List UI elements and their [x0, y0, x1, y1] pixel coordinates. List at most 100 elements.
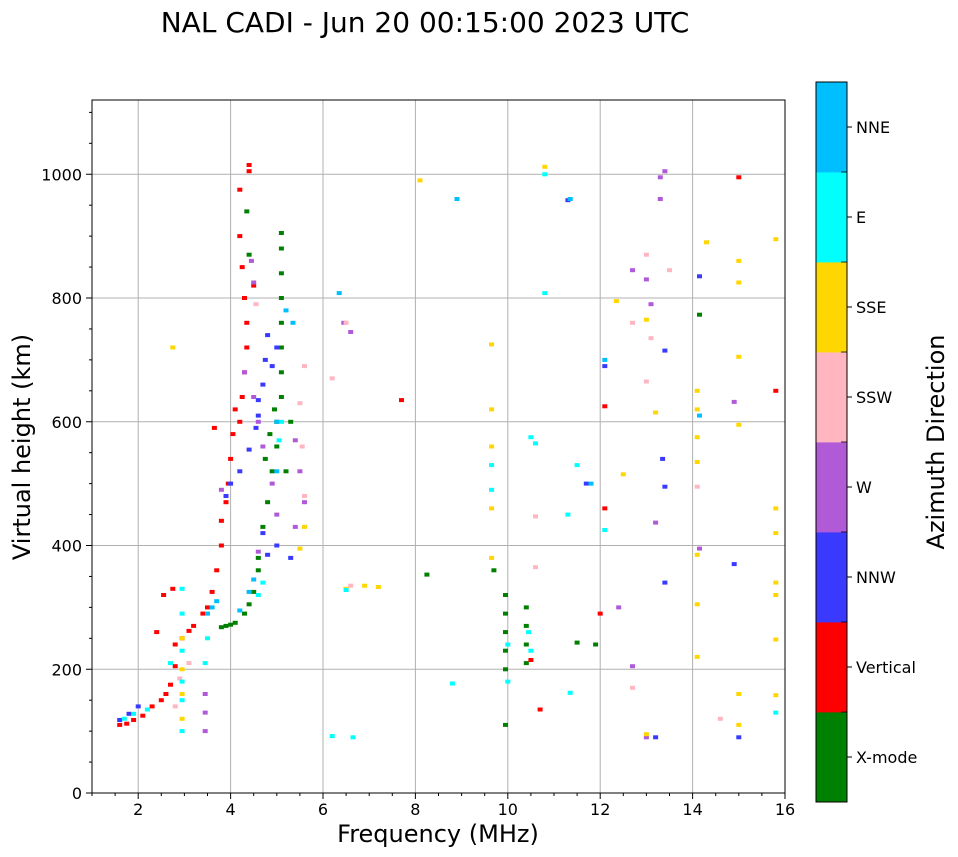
data-point-sse — [773, 580, 779, 585]
data-point-ssw — [717, 716, 723, 721]
data-point-x-mode — [424, 572, 430, 577]
data-point-sse — [179, 692, 185, 696]
data-point-w — [251, 280, 257, 285]
data-point-nne — [205, 611, 210, 616]
data-point-nne — [274, 419, 280, 424]
data-point-nne — [246, 589, 252, 594]
chart-title: NAL CADI - Jun 20 00:15:00 2023 UTC — [161, 6, 690, 39]
data-point-sse — [179, 636, 185, 641]
data-point-e — [121, 716, 127, 721]
data-point-x-mode — [244, 209, 250, 214]
data-point-e — [567, 690, 573, 695]
colorbar-swatch — [816, 442, 847, 533]
data-point-x-mode — [574, 640, 580, 645]
data-point-vertical — [736, 175, 742, 180]
data-point-nne — [697, 413, 702, 418]
data-point-ssw — [329, 376, 335, 381]
data-point-e — [260, 580, 266, 585]
x-tick-label: 14 — [682, 800, 702, 819]
data-point-vertical — [528, 658, 534, 662]
data-point-vertical — [597, 611, 603, 616]
data-point-nne — [237, 608, 243, 613]
data-point-e — [255, 593, 261, 597]
data-point-vertical — [237, 419, 243, 424]
data-point-w — [242, 370, 247, 375]
data-point-sse — [773, 637, 779, 642]
data-point-x-mode — [503, 648, 508, 653]
data-point-sse — [736, 354, 742, 359]
data-point-w — [348, 330, 354, 334]
colorbar-tick-label: NNE — [856, 118, 890, 137]
data-point-nne — [251, 577, 257, 582]
data-point-ssw — [533, 514, 538, 519]
data-point-x-mode — [246, 602, 252, 607]
data-point-x-mode — [223, 623, 229, 628]
data-point-w — [697, 546, 702, 551]
data-point-sse — [613, 299, 619, 304]
data-point-x-mode — [278, 370, 284, 375]
data-point-vertical — [602, 404, 608, 409]
data-point-sse — [417, 178, 423, 183]
y-axis-label: Virtual height (km) — [8, 334, 36, 560]
data-point-w — [648, 302, 654, 307]
data-point-nne — [283, 308, 289, 313]
data-point-ssw — [186, 661, 192, 666]
data-point-sse — [620, 472, 626, 477]
data-point-x-mode — [593, 642, 599, 647]
data-point-x-mode — [283, 469, 289, 474]
data-point-ssw — [648, 336, 654, 341]
axes: 2 4 6 8 10 12 14 16 0 200 400 600 800 1000 — [41, 111, 795, 819]
data-point-nnw — [260, 382, 266, 387]
data-point-ssw — [343, 320, 349, 325]
data-point-sse — [704, 240, 709, 245]
data-point-vertical — [239, 265, 245, 270]
data-point-nnw — [602, 364, 608, 369]
data-point-nnw — [117, 718, 123, 722]
colorbar-tick-label: SSW — [856, 388, 892, 407]
data-point-w — [292, 438, 298, 443]
data-point-vertical — [244, 320, 250, 325]
data-point-sse — [694, 602, 700, 607]
data-point-x-mode — [232, 620, 238, 625]
data-point-sse — [736, 722, 742, 727]
data-point-ssw — [297, 401, 303, 406]
data-point-x-mode — [697, 312, 702, 317]
data-point-nnw — [274, 345, 280, 350]
data-point-x-mode — [246, 252, 252, 257]
data-point-e — [449, 681, 455, 686]
plot-frame — [91, 99, 786, 794]
colorbar-tick-label: SSE — [856, 298, 886, 317]
x-tick-label: 6 — [318, 800, 328, 819]
data-point-sse — [489, 555, 495, 560]
data-point-sse — [375, 585, 381, 589]
data-point-e — [179, 729, 185, 734]
data-point-ssw — [643, 252, 649, 257]
data-point-w — [302, 500, 307, 505]
data-point-x-mode — [278, 320, 284, 325]
data-point-nnw — [135, 704, 141, 709]
data-point-ssw — [630, 685, 635, 690]
data-point-e — [179, 679, 185, 684]
data-point-sse — [643, 317, 649, 322]
data-point-e — [343, 588, 349, 592]
data-point-vertical — [602, 506, 608, 511]
data-point-w — [643, 735, 649, 740]
colorbar-label: Azimuth Direction — [922, 335, 950, 550]
data-point-nne — [274, 469, 280, 474]
data-point-e — [179, 698, 185, 703]
data-point-x-mode — [255, 568, 261, 573]
data-point-nne — [588, 481, 594, 486]
data-point-w — [731, 399, 737, 404]
data-point-ssw — [630, 320, 635, 325]
data-point-vertical — [223, 500, 229, 505]
data-point-sse — [489, 342, 495, 347]
data-point-ssw — [253, 302, 259, 307]
data-point-nnw — [697, 274, 702, 279]
x-tick-label: 2 — [133, 800, 143, 819]
data-point-vertical — [228, 456, 234, 461]
data-point-x-mode — [503, 630, 508, 635]
colorbar-frame — [815, 81, 848, 803]
data-point-w — [202, 710, 208, 715]
data-point-nnw — [223, 494, 229, 498]
